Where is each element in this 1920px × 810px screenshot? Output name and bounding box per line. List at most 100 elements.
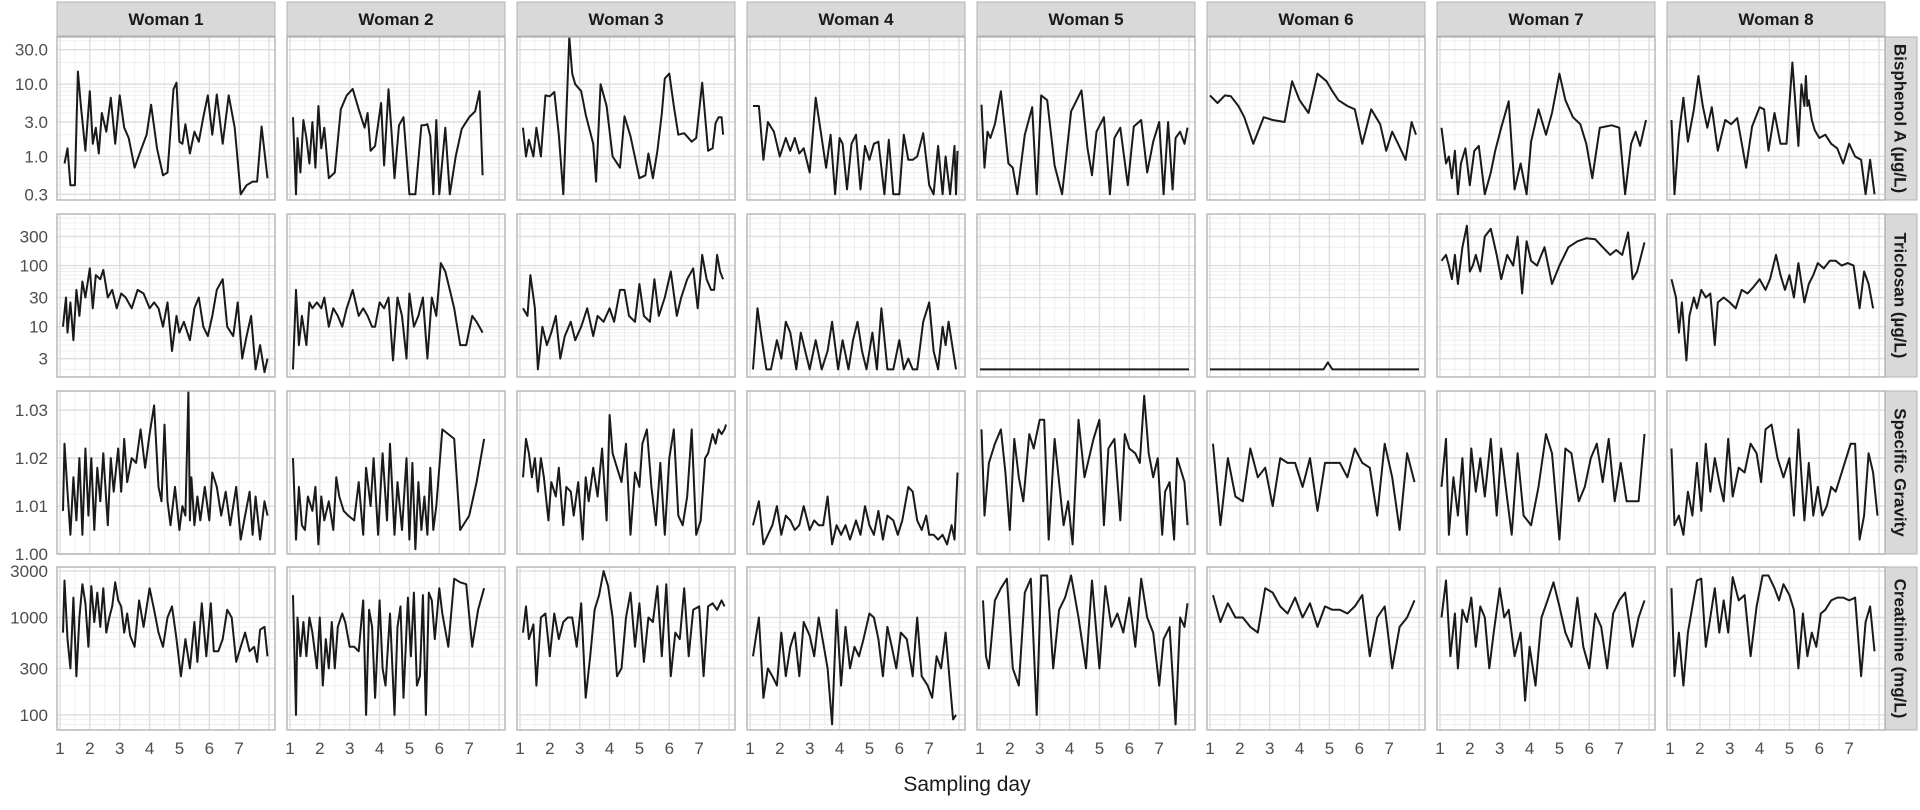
x-tick-label: 5 <box>1095 739 1104 758</box>
facet-panel <box>976 566 1196 731</box>
y-tick-label: 1.02 <box>15 449 48 468</box>
y-tick-label: 100 <box>20 706 48 725</box>
facet-panel <box>976 213 1196 378</box>
panel-border <box>746 390 966 555</box>
series-line <box>522 253 725 371</box>
facet-label-column: Woman 2 <box>358 10 433 29</box>
facet-panel <box>976 390 1196 555</box>
facet-label-column: Woman 8 <box>1738 10 1813 29</box>
panel-border <box>56 36 276 201</box>
x-tick-label: 1 <box>975 739 984 758</box>
x-tick-label: 3 <box>805 739 814 758</box>
x-tick-label: 6 <box>895 739 904 758</box>
series-line <box>1670 253 1875 362</box>
panel-border <box>976 390 1196 555</box>
panel-border <box>56 566 276 731</box>
facet-panel <box>1436 36 1656 201</box>
panel-border <box>516 566 736 731</box>
series-line <box>752 472 959 546</box>
x-tick-label: 6 <box>205 739 214 758</box>
facet-panel <box>1436 566 1656 731</box>
panel-border <box>56 390 276 555</box>
panel-border <box>1436 566 1656 731</box>
x-tick-label: 3 <box>115 739 124 758</box>
x-tick-label: 7 <box>694 739 703 758</box>
panel-border <box>1436 213 1656 378</box>
facet-strip-column <box>1206 1 1426 37</box>
facet-panel <box>1666 390 1886 555</box>
x-tick-label: 4 <box>1295 739 1304 758</box>
y-tick-label: 1.01 <box>15 497 48 516</box>
x-tick-label: 3 <box>1265 739 1274 758</box>
panel-border <box>516 213 736 378</box>
facet-panel <box>1206 390 1426 555</box>
facet-panel <box>56 36 276 201</box>
x-tick-label: 5 <box>1785 739 1794 758</box>
series-line <box>1670 574 1876 687</box>
x-tick-label: 3 <box>345 739 354 758</box>
panel-border <box>1666 390 1886 555</box>
facet-panel <box>516 213 736 378</box>
panel-border <box>1206 390 1426 555</box>
y-tick-label: 300 <box>20 227 48 246</box>
series-line <box>522 37 725 196</box>
facet-panel <box>56 390 276 555</box>
x-tick-label: 6 <box>435 739 444 758</box>
y-tick-label: 10.0 <box>15 75 48 94</box>
facet-panel <box>516 566 736 731</box>
facet-strip-column <box>286 1 506 37</box>
facet-panel <box>516 390 736 555</box>
facet-label-column: Woman 1 <box>128 10 203 29</box>
facet-strip-column <box>1666 1 1886 37</box>
y-tick-label: 1.03 <box>15 401 48 420</box>
x-tick-label: 7 <box>234 739 243 758</box>
facet-strip-column <box>746 1 966 37</box>
panel-border <box>1436 390 1656 555</box>
panel-border <box>286 566 506 731</box>
x-tick-label: 4 <box>605 739 614 758</box>
facet-strip-column <box>56 1 276 37</box>
facet-label-row: Specific Gravity <box>1891 408 1910 537</box>
series-line <box>292 428 486 551</box>
facet-strip-row <box>1883 390 1918 555</box>
x-tick-label: 4 <box>375 739 384 758</box>
series-line <box>62 579 269 678</box>
panel-border <box>1666 36 1886 201</box>
series-line <box>752 608 957 726</box>
x-tick-label: 1 <box>515 739 524 758</box>
panel-border <box>746 566 966 731</box>
x-tick-label: 2 <box>775 739 784 758</box>
x-tick-label: 6 <box>1815 739 1824 758</box>
facet-strip-column <box>516 1 736 37</box>
series-line <box>1440 433 1646 541</box>
x-tick-label: 1 <box>1205 739 1214 758</box>
series-line <box>1212 587 1416 670</box>
series-line <box>1440 72 1647 196</box>
x-tick-label: 2 <box>315 739 324 758</box>
y-tick-label: 1000 <box>10 609 48 628</box>
x-tick-label: 1 <box>55 739 64 758</box>
series-line <box>292 87 484 196</box>
x-tick-label: 5 <box>175 739 184 758</box>
x-tick-label: 5 <box>405 739 414 758</box>
x-tick-label: 4 <box>835 739 844 758</box>
x-tick-label: 7 <box>1154 739 1163 758</box>
series-line <box>522 570 726 699</box>
x-tick-label: 1 <box>1435 739 1444 758</box>
panel-border <box>1666 213 1886 378</box>
panel-border <box>286 36 506 201</box>
facet-label-column: Woman 4 <box>818 10 894 29</box>
series-line <box>753 96 959 196</box>
facet-strip-column <box>1436 1 1656 37</box>
panel-border <box>976 566 1196 731</box>
facet-panel <box>286 390 506 555</box>
x-tick-label: 3 <box>1035 739 1044 758</box>
y-tick-label: 100 <box>20 257 48 276</box>
y-tick-label: 0.3 <box>24 185 48 204</box>
x-tick-label: 3 <box>1495 739 1504 758</box>
series-line <box>752 301 957 371</box>
facet-panel <box>286 566 506 731</box>
panel-border <box>286 390 506 555</box>
